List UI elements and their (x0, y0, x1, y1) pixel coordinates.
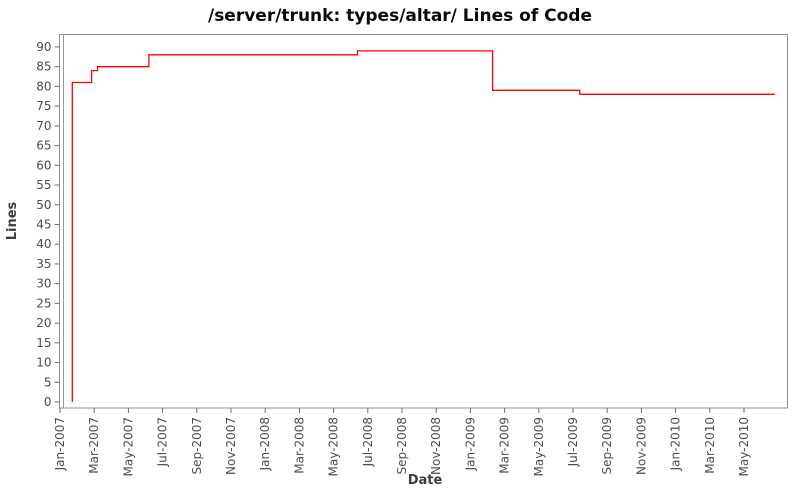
y-tick-label: 45 (36, 217, 51, 231)
loc-step-line (71, 50, 775, 402)
x-axis-title: Date (408, 473, 443, 488)
chart-title: /server/trunk: types/altar/ Lines of Cod… (207, 6, 592, 26)
y-tick-label: 65 (36, 139, 51, 153)
x-tick-label: May-2008 (327, 417, 341, 476)
y-tick-label: 80 (36, 79, 51, 93)
y-tick-label: 70 (36, 119, 51, 133)
x-tick-label: Sep-2007 (190, 417, 204, 475)
x-tick-label: Sep-2009 (600, 417, 614, 475)
x-tick-label: Nov-2009 (634, 417, 648, 475)
y-tick-label: 50 (36, 198, 51, 212)
y-tick-label: 40 (36, 237, 51, 251)
x-tick-label: Mar-2007 (87, 417, 101, 474)
axis-ticks (54, 46, 745, 413)
x-tick-label: Jan-2010 (669, 417, 683, 471)
y-tick-label: 15 (36, 336, 51, 350)
x-tick-label: Nov-2007 (224, 417, 238, 475)
x-tick-label: Jan-2007 (53, 417, 67, 471)
y-tick-label: 0 (44, 395, 52, 409)
plot-border (59, 34, 788, 409)
x-tick-label: Jan-2009 (463, 417, 477, 471)
x-tick-label: May-2010 (737, 417, 751, 476)
y-tick-label: 85 (36, 60, 51, 74)
axis-tick-labels: 0 5 10 15 20 25 30 35 40 45 50 55 60 65 70 75 80 85 90 Jan-… (36, 40, 751, 477)
y-tick-label: 90 (36, 40, 51, 54)
x-tick-label: Jul-2009 (566, 417, 580, 467)
x-tick-label: Sep-2008 (395, 417, 409, 475)
y-tick-label: 55 (36, 178, 51, 192)
y-tick-label: 75 (36, 99, 51, 113)
x-tick-label: Mar-2008 (292, 417, 306, 474)
y-tick-label: 35 (36, 257, 51, 271)
x-tick-label: Jul-2007 (156, 417, 170, 467)
y-tick-label: 30 (36, 277, 51, 291)
y-tick-label: 60 (36, 158, 51, 172)
x-tick-label: Jul-2008 (361, 417, 375, 467)
y-tick-label: 25 (36, 296, 51, 310)
x-tick-label: Mar-2009 (498, 417, 512, 474)
x-tick-label: May-2007 (121, 417, 135, 476)
y-tick-label: 5 (44, 375, 52, 389)
x-tick-label: Mar-2010 (703, 417, 717, 474)
y-axis-title: Lines (5, 201, 20, 240)
x-tick-label: Nov-2008 (429, 417, 443, 475)
y-tick-label: 10 (36, 356, 51, 370)
x-tick-label: May-2009 (532, 417, 546, 476)
y-tick-label: 20 (36, 316, 51, 330)
x-tick-label: Jan-2008 (258, 417, 272, 471)
